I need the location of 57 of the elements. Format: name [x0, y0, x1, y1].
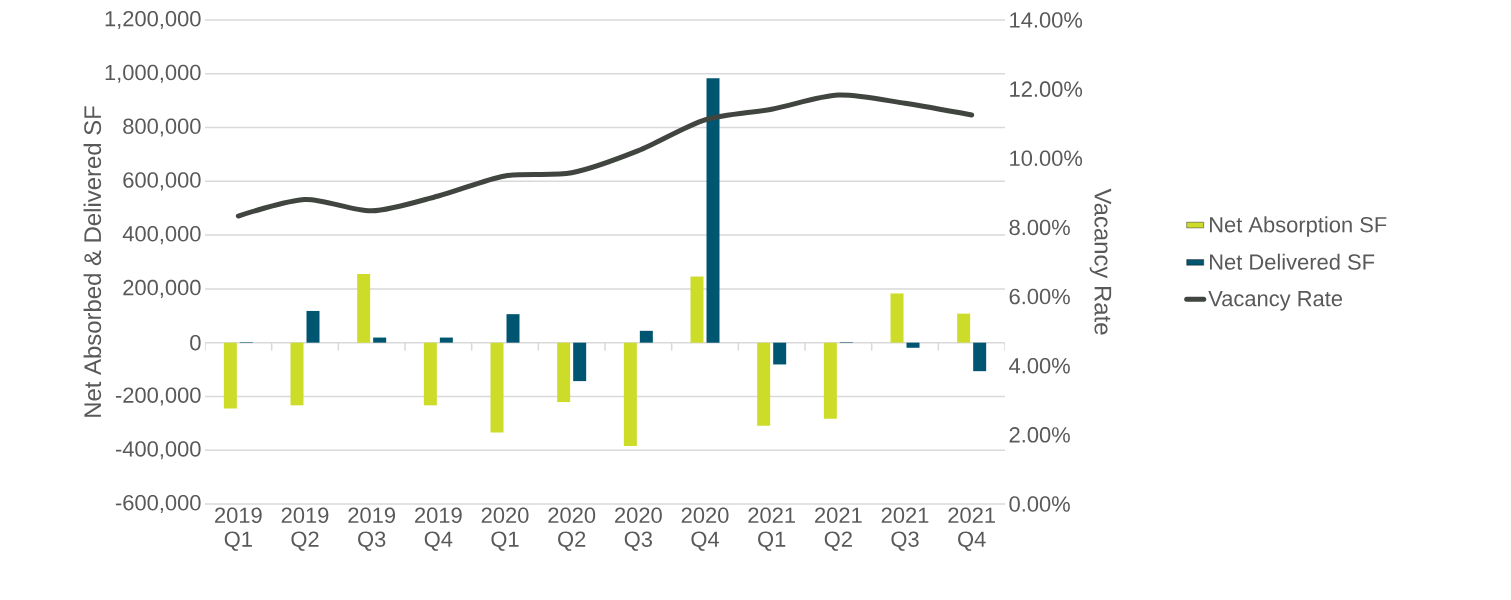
y-tick-label: 400,000	[122, 226, 201, 245]
y-tick-label: 1,200,000	[105, 10, 201, 30]
legend-label: Vacancy Rate	[1208, 291, 1343, 311]
y-tick-label: 200,000	[123, 279, 201, 298]
x-tick-label: 2019 Q1	[215, 507, 262, 551]
y2-tick-label: 0.00%	[1009, 496, 1070, 512]
y-tick-label: 0	[190, 334, 201, 351]
y2-tick-label: 6.00%	[1009, 288, 1070, 305]
y-tick-label: -200,000	[115, 387, 201, 406]
bar	[973, 342, 987, 372]
x-tick-label: 2021 Q2	[815, 507, 862, 551]
bar	[290, 342, 304, 406]
y2-tick-label: 12.00%	[1010, 81, 1083, 97]
y2-tick-label: 2.00%	[1009, 427, 1070, 443]
x-tick-label: 2020 Q4	[681, 507, 729, 551]
x-tick-label: 2019 Q2	[281, 507, 329, 551]
y-tick-label: 1,000,000	[105, 64, 201, 83]
x-tick-label: 2019 Q4	[415, 507, 462, 551]
y-tick-label: 600,000	[123, 172, 201, 191]
y2-tick-label: 14.00%	[1010, 12, 1083, 28]
bar	[557, 342, 571, 403]
bar	[306, 310, 320, 343]
x-tick-label: 2020 Q3	[615, 507, 662, 551]
bar	[357, 274, 371, 343]
bar	[423, 342, 437, 406]
y-tick-label: -600,000	[115, 494, 201, 514]
bar	[506, 314, 520, 343]
y2-tick-label: 4.00%	[1009, 357, 1070, 374]
x-tick-label: 2020 Q2	[548, 507, 596, 551]
y-axis-title: Net Absorbed & Delivered SF	[83, 106, 102, 417]
y2-tick-label: 8.00%	[1009, 219, 1070, 236]
y-tick-label: -400,000	[115, 441, 201, 460]
bar	[623, 342, 637, 446]
bar	[890, 293, 904, 343]
legend-label: Net Absorption SF	[1210, 216, 1387, 237]
bar	[957, 313, 971, 343]
bar	[573, 342, 587, 382]
legend-label: Net Delivered SF	[1210, 253, 1375, 270]
bar	[639, 330, 653, 343]
bar	[439, 337, 453, 343]
bar	[757, 342, 771, 426]
bar	[823, 342, 837, 419]
bar	[490, 342, 504, 433]
y2-tick-label: 10.00%	[1010, 150, 1083, 167]
bar	[690, 276, 704, 343]
x-tick-label: 2021 Q4	[948, 507, 995, 551]
x-tick-label: 2021 Q3	[881, 507, 929, 551]
x-tick-label: 2021 Q1	[748, 507, 795, 551]
y2-axis-title: Vacancy Rate	[1089, 188, 1112, 335]
bar	[706, 78, 720, 343]
bar	[773, 342, 787, 365]
bar	[223, 342, 237, 409]
y-tick-label: 800,000	[123, 118, 201, 137]
bar	[373, 337, 387, 343]
x-tick-label: 2020 Q1	[481, 507, 529, 551]
x-tick-label: 2019 Q3	[348, 507, 396, 551]
bar	[906, 342, 920, 348]
